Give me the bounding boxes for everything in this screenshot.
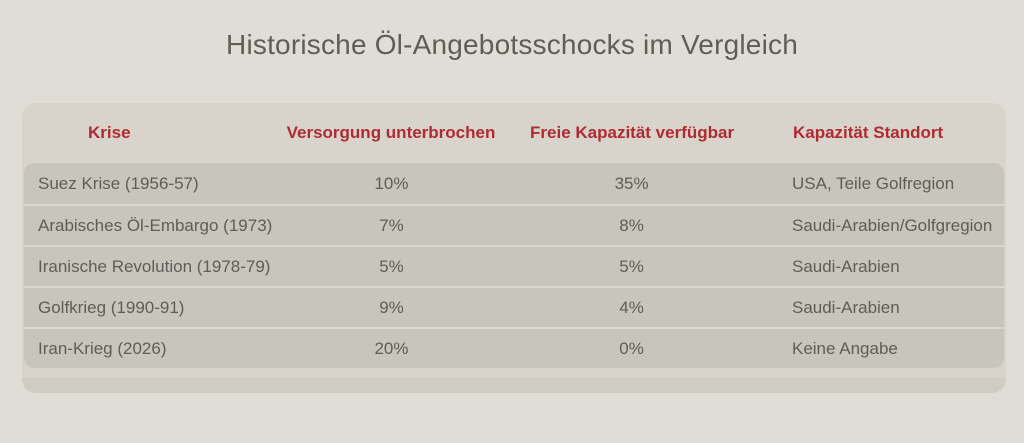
cell-kapazitaet: 35% bbox=[614, 173, 649, 193]
table-row: Suez Krise (1956-57) 10% 35% USA, Teile … bbox=[24, 163, 1004, 204]
column-header-freie-kapazitaet: Freie Kapazität verfügbar bbox=[530, 123, 735, 142]
column-header-versorgung-unterbrochen: Versorgung unterbrochen bbox=[286, 123, 496, 142]
page-title: Historische Öl-Angebotsschocks im Vergle… bbox=[226, 29, 798, 60]
cell-krise: Arabisches Öl-Embargo (1973) bbox=[38, 215, 273, 235]
cell-krise: Suez Krise (1956-57) bbox=[38, 173, 199, 193]
cell-kapazitaet: 8% bbox=[619, 215, 644, 235]
column-header-krise: Krise bbox=[88, 123, 131, 142]
table-row: Golfkrieg (1990-91) 9% 4% Saudi-Arabien bbox=[24, 286, 1004, 327]
table-row: Arabisches Öl-Embargo (1973) 7% 8% Saudi… bbox=[24, 204, 1004, 245]
cell-standort: Saudi-Arabien/Golfgregion bbox=[791, 215, 993, 235]
cell-kapazitaet: 0% bbox=[619, 338, 644, 358]
cell-kapazitaet: 5% bbox=[619, 256, 644, 276]
cell-versorgung: 20% bbox=[374, 338, 409, 358]
cell-krise: Iran-Krieg (2026) bbox=[38, 338, 167, 358]
cell-kapazitaet: 4% bbox=[619, 297, 644, 317]
cell-versorgung: 7% bbox=[379, 215, 404, 235]
column-header-kapazitaet-standort: Kapazität Standort bbox=[792, 123, 944, 142]
cell-versorgung: 10% bbox=[374, 173, 409, 193]
cell-krise: Iranische Revolution (1978-79) bbox=[38, 256, 271, 276]
table-row: Iran-Krieg (2026) 20% 0% Keine Angabe bbox=[24, 327, 1004, 368]
cell-versorgung: 9% bbox=[379, 297, 404, 317]
cell-standort: Keine Angabe bbox=[791, 338, 898, 358]
cell-krise: Golfkrieg (1990-91) bbox=[38, 297, 185, 317]
table-footer-strip bbox=[22, 378, 1006, 393]
table-header-row: Krise Versorgung unterbrochen Freie Kapa… bbox=[22, 103, 1006, 163]
table-row: Iranische Revolution (1978-79) 5% 5% Sau… bbox=[24, 245, 1004, 286]
cell-versorgung: 5% bbox=[379, 256, 404, 276]
cell-standort: Saudi-Arabien bbox=[791, 297, 900, 317]
table-body: Suez Krise (1956-57) 10% 35% USA, Teile … bbox=[24, 163, 1004, 368]
cell-standort: USA, Teile Golfregion bbox=[791, 173, 955, 193]
comparison-table: Krise Versorgung unterbrochen Freie Kapa… bbox=[22, 103, 1006, 393]
cell-standort: Saudi-Arabien bbox=[791, 256, 900, 276]
